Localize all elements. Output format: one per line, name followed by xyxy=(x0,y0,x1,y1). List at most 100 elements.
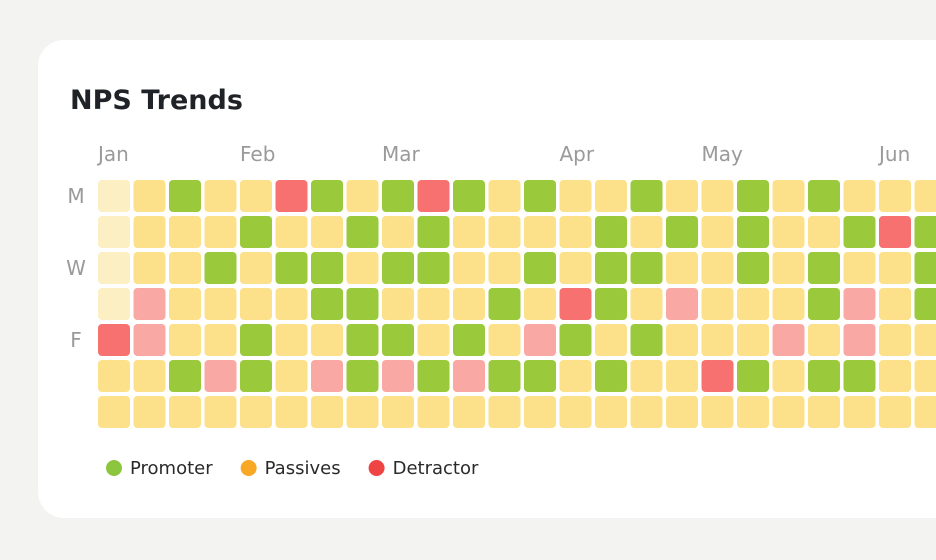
day-cell xyxy=(914,180,936,212)
day-cell xyxy=(311,216,343,248)
day-cell xyxy=(737,360,769,392)
day-cell xyxy=(879,324,911,356)
day-cell xyxy=(524,288,556,320)
day-cell xyxy=(488,324,521,356)
day-cell xyxy=(808,180,840,212)
day-cell xyxy=(453,324,485,356)
day-cell xyxy=(630,216,663,248)
day-cell xyxy=(275,216,308,248)
day-cell xyxy=(311,360,343,392)
day-cell xyxy=(453,252,485,284)
day-cell xyxy=(666,360,698,392)
day-cell xyxy=(630,288,663,320)
month-label: Feb xyxy=(240,142,275,166)
legend-dot xyxy=(240,460,257,476)
day-cell xyxy=(417,324,450,356)
day-cell xyxy=(133,360,166,392)
day-cell xyxy=(843,216,876,248)
day-cell xyxy=(346,324,379,356)
day-cell xyxy=(169,324,201,356)
day-cell xyxy=(772,252,805,284)
day-cell xyxy=(488,180,521,212)
day-cell xyxy=(630,180,663,212)
card-title: NPS Trends xyxy=(70,85,243,116)
month-label: Jan xyxy=(96,142,129,166)
day-cell xyxy=(914,252,936,284)
day-cell xyxy=(169,180,201,212)
day-cell xyxy=(240,360,272,392)
day-cell xyxy=(204,396,237,428)
day-cell xyxy=(701,396,734,428)
day-cell xyxy=(382,324,414,356)
day-cell xyxy=(630,252,663,284)
legend-dot xyxy=(106,460,122,476)
day-cell xyxy=(737,252,769,284)
day-cell xyxy=(204,216,237,248)
day-cell xyxy=(808,360,840,392)
day-cell xyxy=(382,396,414,428)
day-cell xyxy=(843,252,876,284)
day-cell xyxy=(772,360,805,392)
day-cell xyxy=(666,396,698,428)
day-cell xyxy=(98,180,130,212)
day-cell xyxy=(737,216,769,248)
day-cell xyxy=(240,252,272,284)
day-cell xyxy=(559,288,592,320)
day-cell xyxy=(666,252,698,284)
day-cell xyxy=(453,288,485,320)
legend-dot xyxy=(368,460,385,476)
day-cell xyxy=(772,396,805,428)
day-cell xyxy=(701,180,734,212)
day-cell xyxy=(346,288,379,320)
day-cell xyxy=(488,216,521,248)
month-label: Apr xyxy=(560,142,595,166)
day-cell xyxy=(240,324,272,356)
day-cell xyxy=(417,360,450,392)
day-cell xyxy=(914,396,936,428)
day-cell xyxy=(559,324,592,356)
day-cell xyxy=(417,216,450,248)
day-cell xyxy=(453,396,485,428)
day-cell xyxy=(808,324,840,356)
day-cell xyxy=(275,324,308,356)
day-cell xyxy=(133,180,166,212)
day-cell xyxy=(595,216,627,248)
day-cell xyxy=(701,216,734,248)
day-cell xyxy=(453,180,485,212)
day-cell xyxy=(311,180,343,212)
day-cell xyxy=(453,216,485,248)
day-cell xyxy=(98,288,130,320)
day-label: F xyxy=(70,328,82,352)
day-cell xyxy=(98,324,130,356)
day-cell xyxy=(488,252,521,284)
day-cell xyxy=(701,288,734,320)
day-cell xyxy=(630,324,663,356)
day-cell xyxy=(382,360,414,392)
day-cell xyxy=(382,180,414,212)
day-cell xyxy=(275,252,308,284)
day-label: W xyxy=(66,256,86,280)
day-cell xyxy=(595,288,627,320)
day-cell xyxy=(808,288,840,320)
day-cell xyxy=(914,288,936,320)
day-cell xyxy=(666,180,698,212)
day-cell xyxy=(559,396,592,428)
month-label: Jun xyxy=(877,142,910,166)
day-cell xyxy=(701,360,734,392)
day-cell xyxy=(772,288,805,320)
day-cell xyxy=(240,396,272,428)
day-cell xyxy=(417,252,450,284)
day-cell xyxy=(843,324,876,356)
day-cell xyxy=(204,288,237,320)
day-cell xyxy=(417,288,450,320)
day-cell xyxy=(843,180,876,212)
day-cell xyxy=(666,216,698,248)
day-cell xyxy=(275,360,308,392)
day-cell xyxy=(701,252,734,284)
day-cell xyxy=(595,324,627,356)
day-cell xyxy=(311,396,343,428)
day-cell xyxy=(346,396,379,428)
day-cell xyxy=(382,252,414,284)
day-cell xyxy=(559,252,592,284)
